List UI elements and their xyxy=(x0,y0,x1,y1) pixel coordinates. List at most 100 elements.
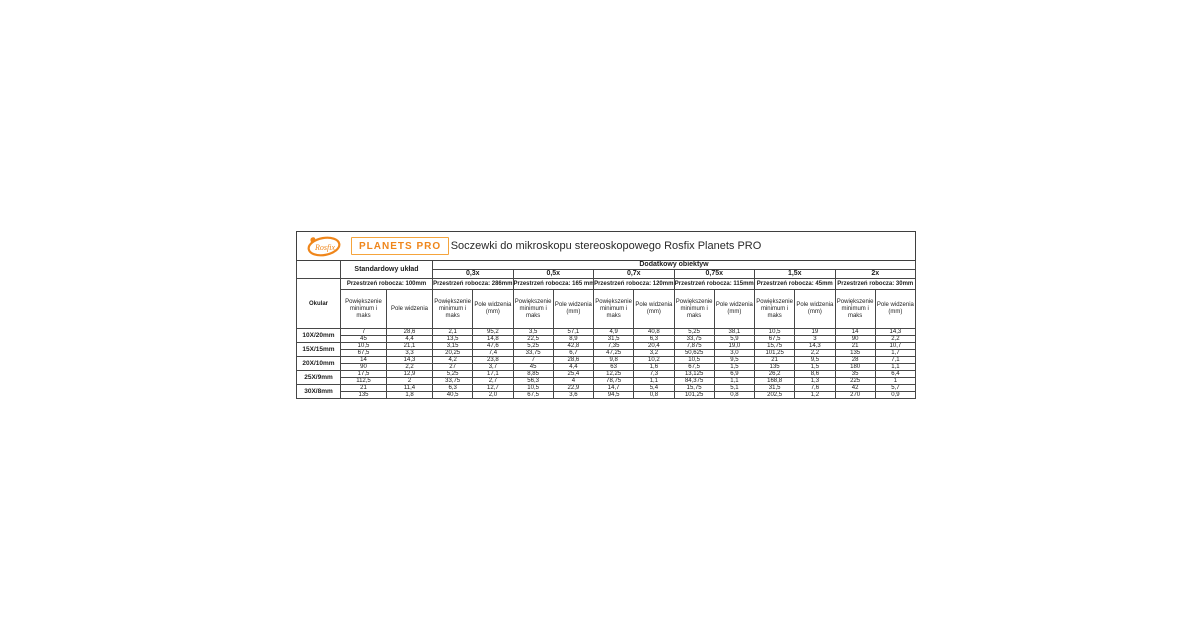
table-cell: 95,2 xyxy=(472,328,514,336)
working-distance-header: Przestrzeń robocza: 100mm xyxy=(340,278,433,290)
row-label-15X/15mm: 15X/15mm xyxy=(296,342,341,357)
table-cell: 7,875 xyxy=(673,342,715,350)
zoom-header-0,75x: 0,75x xyxy=(673,269,755,279)
table-cell: 57,1 xyxy=(552,328,595,336)
table-cell: 1,6 xyxy=(633,363,675,371)
table-cell: 1,2 xyxy=(794,391,836,399)
table-cell: 19,0 xyxy=(713,342,756,350)
table-cell: 35 xyxy=(834,370,876,378)
table-cell: 40,5 xyxy=(431,391,474,399)
table-cell: 3,15 xyxy=(431,342,474,350)
table-cell: 7,3 xyxy=(633,370,675,378)
table-cell: 0,8 xyxy=(713,391,756,399)
table-row-min: 30X/8mm 21 11,4 6,3 12,7 10,5 22,9 14,7 5,4 15,75… xyxy=(296,384,917,399)
table-row-min: 10X/20mm 7 28,6 2,1 95,2 3,5 57,1 4,9 40,8 5,25 38… xyxy=(296,328,917,343)
table-cell: 270 xyxy=(834,391,876,399)
table-cell: 0,9 xyxy=(874,391,917,399)
table-cell: 27 xyxy=(431,363,474,371)
table-cell: 225 xyxy=(834,377,876,385)
table-cell: 4,4 xyxy=(552,363,595,371)
table-cell: 42 xyxy=(834,384,876,392)
magnification-subheader: Powiększenie minimum i maks xyxy=(753,289,796,329)
table-cell: 28,6 xyxy=(386,328,433,336)
table-cell: 42,8 xyxy=(552,342,595,350)
table-cell: 7,6 xyxy=(794,384,836,392)
table-row-min: 15X/15mm 10,5 21,1 3,15 47,6 5,25 42,8 7,35 20,4… xyxy=(296,342,917,357)
table-cell: 15,75 xyxy=(753,342,796,350)
working-distance-header: Przestrzeń robocza: 45mm xyxy=(754,278,836,290)
table-cell: 10,5 xyxy=(673,356,715,364)
magnification-subheader: Powiększenie minimum i maks xyxy=(431,289,474,329)
working-distance-header: Przestrzeń robocza: 120mm xyxy=(593,278,675,290)
field-of-view-subheader: Pole widzenia (mm) xyxy=(874,289,917,329)
table-cell: 12,9 xyxy=(386,370,433,378)
field-of-view-subheader: Pole widzenia xyxy=(386,289,433,329)
table-cell: 4,4 xyxy=(386,335,433,343)
table-cell: 9,8 xyxy=(592,356,635,364)
working-distance-header: Przestrzeń robocza: 115mm xyxy=(673,278,755,290)
table-cell: 21 xyxy=(753,356,796,364)
table-cell: 10,5 xyxy=(340,342,387,350)
magnification-subheader: Powiększenie minimum i maks xyxy=(673,289,715,329)
table-cell: 5,25 xyxy=(431,370,474,378)
table-cell: 6,4 xyxy=(874,370,917,378)
table-cell: 38,1 xyxy=(713,328,756,336)
table-cell: 14,7 xyxy=(592,384,635,392)
table-cell: 2,7 xyxy=(472,377,514,385)
table-cell: 2,2 xyxy=(794,349,836,357)
table-cell: 56,3 xyxy=(512,377,554,385)
table-cell: 84,375 xyxy=(673,377,715,385)
rosfix-logo-icon: Rosfix xyxy=(306,234,342,258)
zoom-header-2x: 2x xyxy=(834,269,916,279)
table-cell: 22,9 xyxy=(552,384,595,392)
table-cell: 20,25 xyxy=(431,349,474,357)
table-cell: 6,7 xyxy=(552,349,595,357)
table-cell: 1,5 xyxy=(794,363,836,371)
field-of-view-subheader: Pole widzenia (mm) xyxy=(713,289,756,329)
table-row-min: 25X/9mm 17,5 12,9 5,25 17,1 8,85 25,4 12,25 7,3 1… xyxy=(296,370,917,385)
magnification-subheader: Powiększenie minimum i maks xyxy=(340,289,387,329)
table-cell: 1 xyxy=(874,377,917,385)
table-cell: 10,2 xyxy=(633,356,675,364)
table-cell: 47,25 xyxy=(592,349,635,357)
table-cell: 9,5 xyxy=(713,356,756,364)
table-cell: 67,5 xyxy=(340,349,387,357)
table-cell: 50,625 xyxy=(673,349,715,357)
table-row-max: 112,5 2 33,75 2,7 56,3 4 78,75 1,1 84,375 1,1 168,… xyxy=(297,377,917,385)
field-of-view-subheader: Pole widzenia (mm) xyxy=(794,289,836,329)
magnification-subheader: Powiększenie minimum i maks xyxy=(592,289,635,329)
table-cell: 78,75 xyxy=(592,377,635,385)
table-cell: 10,7 xyxy=(874,342,917,350)
table-cell: 5,7 xyxy=(874,384,917,392)
table-cell: 9,5 xyxy=(794,356,836,364)
table-cell: 33,75 xyxy=(431,377,474,385)
table-cell: 3 xyxy=(794,335,836,343)
table-cell: 135 xyxy=(753,363,796,371)
table-cell: 23,8 xyxy=(472,356,514,364)
table-cell: 10,5 xyxy=(753,328,796,336)
table-cell: 0,8 xyxy=(633,391,675,399)
table-cell: 8,85 xyxy=(512,370,554,378)
table-cell: 180 xyxy=(834,363,876,371)
table-cell: 101,25 xyxy=(673,391,715,399)
table-cell: 13,125 xyxy=(673,370,715,378)
table-row-max: 67,5 3,3 20,25 7,4 33,75 6,7 47,25 3,2 50,625 3,0… xyxy=(297,349,917,357)
table-cell: 3,2 xyxy=(633,349,675,357)
working-distance-header: Przestrzeń robocza: 165 mm xyxy=(512,278,594,290)
zoom-header-0,5x: 0,5x xyxy=(512,269,594,279)
table-cell: 5,25 xyxy=(673,328,715,336)
table-cell: 14,3 xyxy=(386,356,433,364)
table-cell: 12,7 xyxy=(472,384,514,392)
table-cell: 135 xyxy=(340,391,387,399)
table-cell: 14,3 xyxy=(794,342,836,350)
table-cell: 33,75 xyxy=(512,349,554,357)
table-cell: 5,4 xyxy=(633,384,675,392)
title-bar: Rosfix PLANETS PRO Soczewki do mikroskop… xyxy=(296,231,916,261)
table-cell: 14 xyxy=(340,356,387,364)
table-cell: 17,1 xyxy=(472,370,514,378)
standard-group-header: Standardowy układ xyxy=(340,260,433,279)
table-cell: 22,5 xyxy=(512,335,554,343)
table-cell: 4,9 xyxy=(592,328,635,336)
table-cell: 2 xyxy=(386,377,433,385)
table-cell: 135 xyxy=(834,349,876,357)
